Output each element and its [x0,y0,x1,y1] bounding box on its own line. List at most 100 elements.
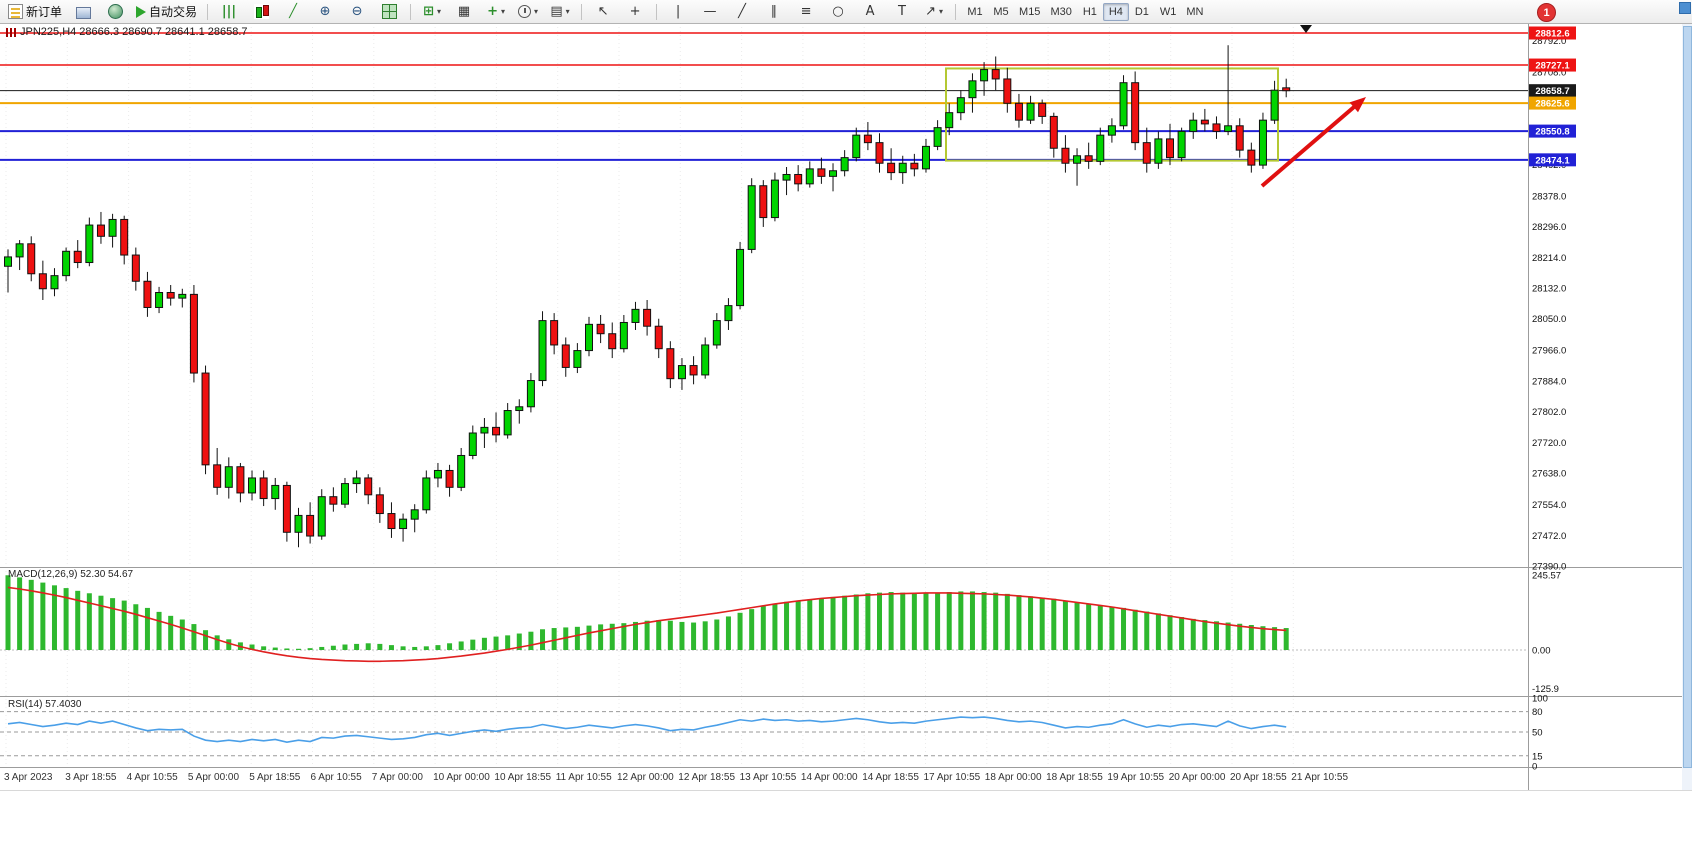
timeframe-h4[interactable]: H4 [1102,3,1129,21]
macd-bar [226,639,232,650]
zoom-out-button[interactable]: ⊖ [342,1,372,23]
indicators-button[interactable]: + ▾ [481,1,511,23]
candlestick-chart-button[interactable] [246,1,276,23]
candle-body [422,477,431,511]
candle-body [468,432,477,456]
trend-arrow[interactable] [1260,105,1356,188]
candle-body [1258,119,1267,166]
candle-body [38,273,47,290]
price-tick-label: 28708.0 [1532,68,1566,79]
candle-body [887,162,896,174]
candle-body [759,185,768,219]
macd-bar [993,592,999,650]
macd-bar [540,629,546,650]
candle-body [1131,82,1140,144]
timeframe-w1[interactable]: W1 [1155,3,1182,21]
vertical-line-button[interactable]: | [663,1,693,23]
candle-body [1200,119,1209,125]
trendline-button[interactable]: ╱ [727,1,757,23]
macd-bar [1248,624,1254,650]
bar-chart-button[interactable]: ||| [214,1,244,23]
tile-windows-button[interactable] [374,1,404,23]
candle-body [956,97,965,114]
macd-bar [458,641,464,650]
candle-body [62,250,71,277]
chart-shift-button[interactable]: ▦ [449,1,479,23]
candle-body [863,134,872,144]
candle-body [1038,102,1047,117]
macd-bar [1283,628,1289,650]
line-chart-button[interactable]: ╱ [278,1,308,23]
candle-body [96,224,105,237]
macd-bar [586,625,592,650]
time-axis-label: 18 Apr 00:00 [985,772,1042,783]
timeframe-d1[interactable]: D1 [1129,3,1155,21]
toolbar-corner-button[interactable] [1679,2,1691,14]
candle-body [724,305,733,322]
print-button[interactable] [68,1,98,23]
time-axis-label: 21 Apr 10:55 [1291,772,1348,783]
auto-trading-button[interactable]: 自动交易 [132,2,201,22]
macd-bar [842,595,848,650]
channel-button[interactable]: ∥ [759,1,789,23]
new-order-button[interactable]: 新订单 [4,2,66,22]
macd-bar [1167,615,1173,650]
notification-badge[interactable]: 1 [1537,3,1556,22]
candle-body [875,142,884,164]
horizontal-line-button[interactable]: — [695,1,725,23]
vertical-scrollbar[interactable] [1682,24,1692,790]
timeframe-m30[interactable]: M30 [1045,3,1076,21]
candle-body [340,483,349,505]
candle-body [1282,87,1291,92]
macd-bar [98,595,104,650]
macd-bar [656,620,662,650]
cursor-button[interactable]: ↖ [588,1,618,23]
chart-icon [6,27,16,37]
candle-body [329,496,338,505]
candle-body [980,69,989,82]
macd-bar [1179,617,1185,650]
text-label-icon: T [898,4,906,19]
text-button[interactable]: A [855,1,885,23]
shapes-button[interactable]: ○ [823,1,853,23]
candle-body [445,469,454,488]
periods-button[interactable]: ▾ [513,1,543,23]
macd-bar [609,623,615,650]
scrollbar-thumb[interactable] [1683,26,1692,768]
profile-button[interactable] [100,1,130,23]
macd-bar [1213,621,1219,650]
new-chart-button[interactable]: ⊞ ▾ [417,1,447,23]
macd-bar [1109,606,1115,650]
macd-bar [319,646,325,650]
timeframe-m5[interactable]: M5 [988,3,1014,21]
macd-bar [551,628,557,650]
candle-body [898,162,907,174]
candle-body [503,410,512,436]
timeframe-h1[interactable]: H1 [1077,3,1103,21]
macd-bar [214,635,220,650]
templates-button[interactable]: ▤ ▾ [545,1,575,23]
zoom-in-button[interactable]: ⊕ [310,1,340,23]
timeframe-mn[interactable]: MN [1181,3,1208,21]
timeframe-m1[interactable]: M1 [962,3,988,21]
candle-body [747,185,756,250]
candle-body [1247,149,1256,166]
price-tick-label: 28296.0 [1532,222,1566,233]
globe-icon [107,4,123,19]
text-label-button[interactable]: T [887,1,917,23]
fibonacci-button[interactable]: ≡ [791,1,821,23]
arrows-button[interactable]: ↗ ▾ [919,1,949,23]
time-axis-label: 17 Apr 10:55 [924,772,981,783]
candle-body [317,496,326,537]
macd-bar [307,648,313,650]
arrows-icon: ↗ [925,4,936,19]
macd-bar [1190,618,1196,650]
candle-body [515,406,524,412]
macd-bar [528,631,534,650]
crosshair-button[interactable]: + [620,1,650,23]
macd-bar [1004,593,1010,650]
timeframe-m15[interactable]: M15 [1014,3,1045,21]
chevron-down-icon: ▾ [938,7,943,16]
